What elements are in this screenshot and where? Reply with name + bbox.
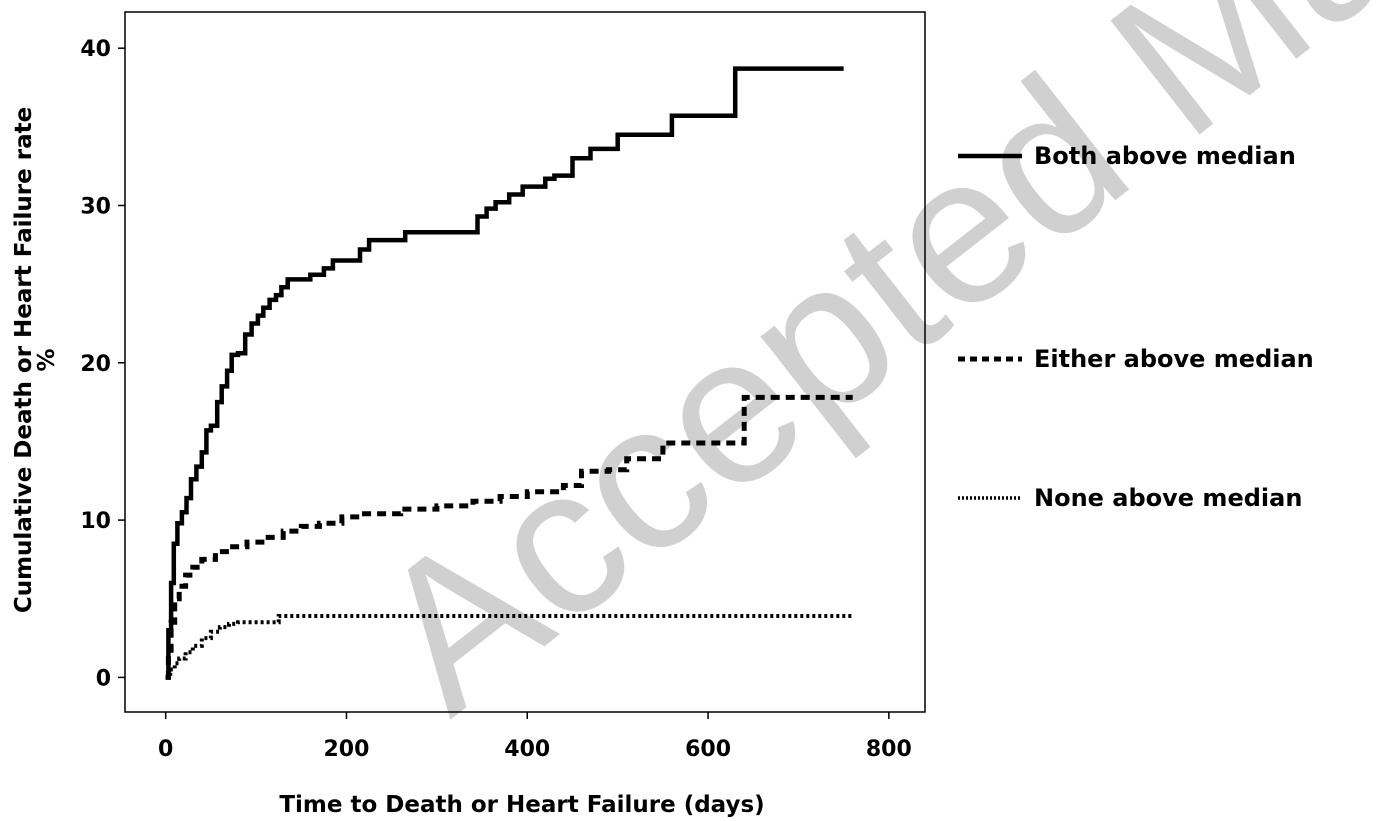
x-tick-label: 200	[324, 737, 370, 762]
series-line-solid	[165, 66, 844, 680]
watermark-text: Accepted Manuscript	[333, 0, 1393, 755]
y-tick-label: 40	[80, 37, 111, 62]
axis-ticks: 0 200 400 600 800 0 10 20 30 40	[80, 37, 911, 762]
legend-label: Either above median	[1034, 345, 1314, 373]
x-tick-label: 0	[158, 737, 173, 762]
y-tick-label: 30	[80, 194, 111, 219]
y-tick-label: 10	[80, 509, 111, 534]
series-line-dashed	[165, 394, 853, 680]
series-layer	[165, 66, 853, 680]
x-tick-label: 400	[504, 737, 550, 762]
y-axis-title: Cumulative Death or Heart Failure rate	[11, 107, 37, 613]
legend-label: None above median	[1034, 484, 1302, 512]
x-axis-title: Time to Death or Heart Failure (days)	[279, 792, 764, 818]
plot-frame	[124, 11, 926, 713]
x-tick-label: 800	[866, 737, 912, 762]
x-tick-label: 600	[685, 737, 731, 762]
series-line-dotted	[165, 614, 853, 680]
legend-label: Both above median	[1034, 142, 1296, 170]
y-tick-label: 20	[80, 352, 111, 377]
y-axis-title-unit: %	[34, 348, 60, 371]
y-tick-label: 0	[96, 666, 111, 691]
legend: Both above median Either above median None…	[958, 142, 1314, 512]
